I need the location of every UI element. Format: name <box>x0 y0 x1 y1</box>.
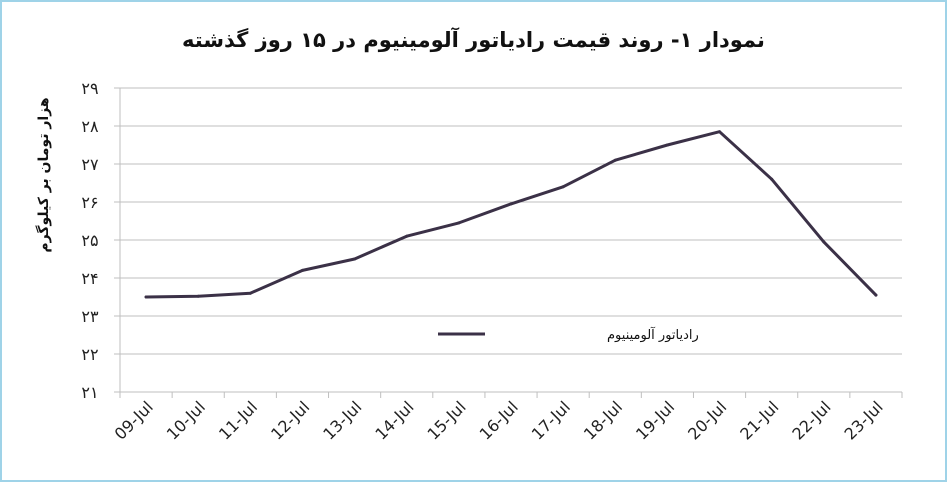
data-point <box>822 240 826 244</box>
series-layer <box>144 130 878 299</box>
data-point <box>718 130 722 134</box>
x-tick-label: 17-Jul <box>528 397 574 443</box>
x-tick-label: 12-Jul <box>267 397 313 443</box>
x-tick-label: 11-Jul <box>215 397 261 443</box>
data-point <box>353 257 357 261</box>
data-point <box>144 295 148 299</box>
x-tick-label: 09-Jul <box>111 397 157 443</box>
x-tick-label: 21-Jul <box>736 397 782 443</box>
y-tick-label: ۲۱ <box>81 383 98 402</box>
data-point <box>457 221 461 225</box>
x-tick-label: 20-Jul <box>684 397 730 443</box>
y-tick-label: ۲۷ <box>81 155 99 174</box>
x-tick-label: 13-Jul <box>319 397 365 443</box>
data-point <box>770 177 774 181</box>
y-tick-label: ۲۶ <box>81 193 98 212</box>
x-tick-label: 10-Jul <box>163 397 209 443</box>
y-tick-label: ۲۴ <box>81 269 98 288</box>
x-tick-label: 18-Jul <box>580 397 626 443</box>
legend: رادیاتور آلومینیوم <box>438 326 699 343</box>
y-tick-label: ۲۳ <box>81 307 99 326</box>
x-tick-label: 22-Jul <box>788 397 834 443</box>
gridlines <box>120 87 902 393</box>
x-tick-label: 19-Jul <box>632 397 678 443</box>
data-point <box>874 293 878 297</box>
series-line <box>144 130 878 299</box>
data-point <box>509 202 513 206</box>
x-tick-label: 23-Jul <box>841 397 887 443</box>
y-tick-label: ۲۸ <box>81 117 99 136</box>
x-tick-label: 14-Jul <box>371 397 417 443</box>
x-tick-label: 15-Jul <box>424 397 470 443</box>
axes: ۲۱ ۲۲ ۲۳ ۲۴ ۲۵ ۲۶ ۲۷ ۲۸ ۲۹ 09-Jul 10-Jul 11-Jul 12-J… <box>81 79 903 444</box>
data-point <box>248 291 252 295</box>
y-tick-label: ۲۲ <box>81 345 98 364</box>
y-tick-label: ۲۵ <box>81 231 98 250</box>
y-tick-label: ۲۹ <box>81 79 98 98</box>
chart-title: نمودار ۱- روند قیمت رادیاتور آلومینیوم د… <box>182 28 765 52</box>
data-point <box>561 185 565 189</box>
data-point <box>196 294 200 298</box>
data-point <box>613 158 617 162</box>
legend-label: رادیاتور آلومینیوم <box>607 326 699 343</box>
data-point <box>405 234 409 238</box>
x-tick-label: 16-Jul <box>476 397 522 443</box>
data-point <box>300 268 304 272</box>
data-point <box>665 143 669 147</box>
